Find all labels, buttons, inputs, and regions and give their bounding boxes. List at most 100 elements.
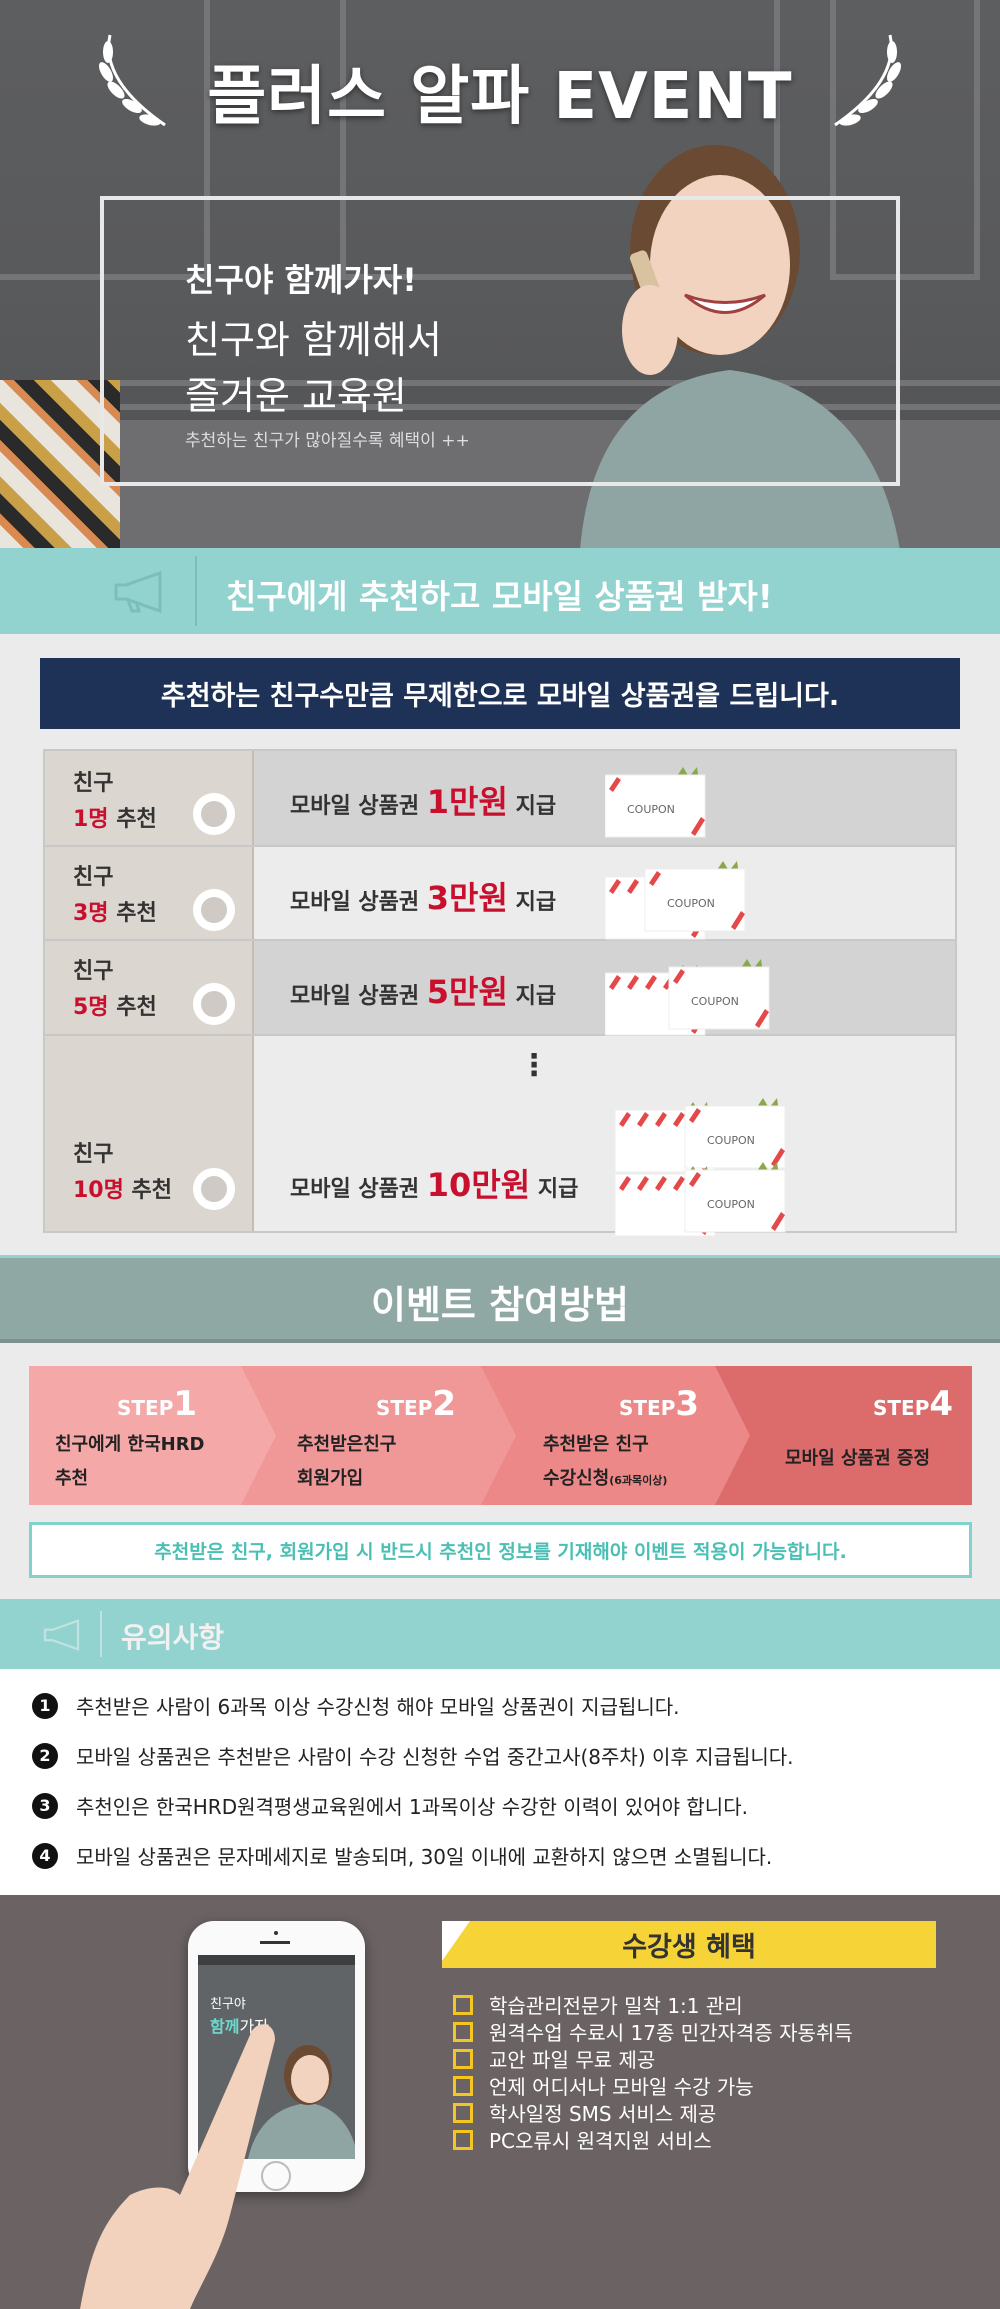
coupon-image: COUPON — [604, 947, 805, 1096]
event-title: 플러스 알파 EVENT — [207, 60, 793, 134]
friend-count-label: 5명 추천 — [73, 989, 157, 1021]
caution-item: 1 추천받은 사람이 6과목 이상 수강신청 해야 모바일 상품권이 지급됩니다. — [32, 1691, 680, 1720]
reward-prefix: 모바일 상품권 — [290, 890, 420, 915]
checkbox-icon — [453, 2075, 473, 2096]
coupon-icon: COUPON — [604, 959, 770, 1036]
step-label: STEP2 — [376, 1384, 457, 1424]
friend-count-label: 3명 추천 — [73, 895, 157, 927]
reward-text: 모바일 상품권 1만원 지급 — [290, 777, 556, 823]
hero-subline-2: 즐거운 교육원 — [185, 374, 407, 418]
step-text: 친구에게 한국HRD 추천 — [55, 1434, 205, 1489]
benefits-title: 수강생 혜택 — [442, 1921, 936, 1968]
reward-suffix: 지급 — [515, 794, 557, 819]
howto-title: 이벤트 참여방법 — [371, 1283, 629, 1327]
phone-text-1: 친구야 — [210, 1997, 246, 2012]
caution-item: 2 모바일 상품권은 추천받은 사람이 수강 신청한 수업 중간고사(8주차) 이… — [32, 1741, 794, 1770]
divider — [0, 1255, 1000, 1258]
reward-suffix: 지급 — [515, 890, 557, 915]
phone-speaker — [260, 1941, 290, 1944]
reward-amount: 10만원 — [426, 1166, 531, 1204]
hero-banner: 플러스 알파 EVENT 친구야 함께가자! 친구와 함께해서 즐거운 교육원 … — [0, 0, 1000, 548]
divider — [195, 556, 197, 626]
benefit-item: 학습관리전문가 밀착 1:1 관리 — [453, 1990, 743, 2019]
friend-count-label: 10명 추천 — [73, 1172, 172, 1204]
step-label: STEP3 — [619, 1384, 700, 1424]
svg-text:COUPON: COUPON — [707, 1134, 755, 1147]
wall-molding — [340, 0, 780, 280]
reward-prefix: 모바일 상품권 — [290, 794, 420, 819]
pointing-hand — [80, 2024, 275, 2309]
coupon-image: COUPON — [604, 759, 805, 908]
hero-headline: 친구야 함께가자! — [185, 261, 417, 299]
coupon-icon: COUPON — [604, 861, 746, 940]
benefits-section: 친구야 함께가자 수강생 혜택 학습관리전문가 밀착 1:1 관리 원격수업 수… — [0, 1895, 1000, 2309]
step-text: 추천받은 친구 수강신청(6과목이상) — [543, 1434, 668, 1489]
recommend-suffix: 추천 — [116, 995, 157, 1020]
reward-condition: 친구 10명 추천 — [45, 1036, 254, 1231]
reward-suffix: 지급 — [515, 984, 557, 1009]
recommend-suffix: 추천 — [116, 807, 157, 832]
reward-table: 친구 1명 추천 모바일 상품권 1만원 지급 COUPON 친구 3명 추천 … — [43, 749, 957, 1237]
howto-header: 이벤트 참여방법 — [0, 1258, 1000, 1343]
cautions-list: 1 추천받은 사람이 6과목 이상 수강신청 해야 모바일 상품권이 지급됩니다.… — [0, 1669, 1000, 1895]
wall-molding — [830, 0, 980, 280]
step-3: STEP3 추천받은 친구 수강신청(6과목이상) — [481, 1366, 771, 1505]
avatar-icon — [193, 1168, 235, 1210]
reward-amount: 1만원 — [426, 783, 508, 821]
caution-text: 모바일 상품권은 추천받은 사람이 수강 신청한 수업 중간고사(8주차) 이후… — [76, 1745, 794, 1769]
benefit-item: 학사일정 SMS 서비스 제공 — [453, 2098, 716, 2127]
reward-prefix: 모바일 상품권 — [290, 984, 420, 1009]
reward-text: 모바일 상품권 10만원 지급 — [290, 1160, 578, 1206]
friend-count: 10명 — [73, 1178, 124, 1203]
banner-corner — [442, 1921, 470, 1961]
megaphone-icon — [114, 571, 162, 613]
friend-label: 친구 — [73, 1142, 114, 1167]
hero-note: 추천하는 친구가 많아질수록 혜택이 ++ — [185, 431, 470, 451]
reward-text: 모바일 상품권 3만원 지급 — [290, 873, 556, 919]
reward-amount: 5만원 — [426, 973, 508, 1011]
reward-condition: 친구 5명 추천 — [45, 941, 254, 1034]
reward-row: 친구 3명 추천 모바일 상품권 3만원 지급 COUPON — [45, 847, 955, 941]
steps: STEP1 친구에게 한국HRD 추천 STEP2 추천받은친구 회원가입 STEP… — [29, 1366, 972, 1505]
recommend-title: 친구에게 추천하고 모바일 상품권 받자! — [226, 577, 773, 616]
svg-text:COUPON: COUPON — [667, 897, 715, 910]
wall-molding — [0, 0, 210, 280]
benefit-item: 원격수업 수료시 17종 민간자격증 자동취득 — [453, 2017, 853, 2046]
friend-label: 친구 — [73, 771, 114, 796]
step-2: STEP2 추천받은친구 회원가입 — [241, 1366, 531, 1505]
step-text: 모바일 상품권 증정 — [785, 1448, 931, 1469]
recommend-suffix: 추천 — [116, 901, 157, 926]
friend-count-label: 1명 추천 — [73, 801, 157, 833]
recommend-suffix: 추천 — [131, 1178, 173, 1203]
reward-row: 친구 5명 추천 모바일 상품권 5만원 지급 COUPON — [45, 941, 955, 1036]
step-text: 추천받은친구 회원가입 — [297, 1434, 397, 1489]
number-badge: 4 — [32, 1842, 58, 1869]
hero-subline-1: 친구와 함께해서 — [185, 318, 442, 362]
coupon-image: COUPON — [604, 853, 805, 1002]
phone-screen: 친구야 함께가자 — [198, 1955, 355, 2159]
phone-camera — [274, 1931, 278, 1935]
checkbox-icon — [453, 2102, 473, 2123]
number-badge: 3 — [32, 1792, 58, 1819]
step-label: STEP4 — [873, 1384, 954, 1424]
woman-on-phone-photo — [580, 145, 900, 548]
reward-condition: 친구 3명 추천 — [45, 847, 254, 939]
benefit-item: 교안 파일 무료 제공 — [453, 2044, 655, 2073]
coupon-icon: COUPON COUPON — [614, 1098, 786, 1237]
reward-suffix: 지급 — [537, 1177, 579, 1202]
benefit-item: PC오류시 원격지원 서비스 — [453, 2125, 712, 2154]
step-4: STEP4 모바일 상품권 증정 — [715, 1366, 972, 1505]
reward-condition: 친구 1명 추천 — [45, 751, 254, 845]
megaphone-icon — [43, 1619, 80, 1651]
laurel-left-icon — [99, 34, 166, 127]
reward-row: 친구 10명 추천 ⋮ 모바일 상품권 10만원 지급 COUPON COUPON — [45, 1036, 955, 1237]
friend-label: 친구 — [73, 959, 114, 984]
step-1: STEP1 친구에게 한국HRD 추천 — [29, 1366, 289, 1505]
coupon-image: COUPON COUPON — [614, 1096, 815, 1245]
cautions-header: 유의사항 — [0, 1599, 1000, 1669]
checkbox-icon — [453, 1994, 473, 2015]
svg-text:COUPON: COUPON — [627, 803, 675, 816]
friend-count: 3명 — [73, 901, 109, 926]
svg-text:COUPON: COUPON — [707, 1198, 755, 1211]
reward-row: 친구 1명 추천 모바일 상품권 1만원 지급 COUPON — [45, 751, 955, 847]
